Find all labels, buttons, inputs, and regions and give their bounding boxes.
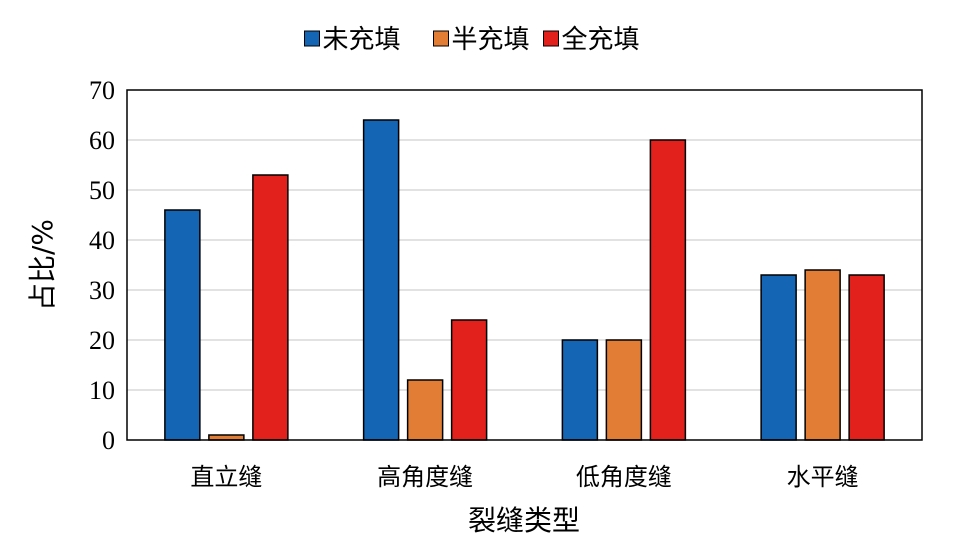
bar-4-1 (760, 274, 797, 441)
legend-swatch (433, 30, 449, 47)
y-tick-label: 20 (89, 326, 115, 355)
y-tick-label: 70 (89, 76, 115, 105)
y-tick-label: 30 (89, 276, 115, 305)
plot-area-frame (126, 89, 923, 441)
legend-label: 未充填 (323, 25, 401, 55)
y-axis-ticks: 0 10 20 30 40 50 60 70 (89, 76, 115, 455)
gridlines (127, 139, 922, 391)
bar-4-3 (848, 274, 885, 441)
legend-swatch (543, 30, 559, 47)
x-category-label: 高角度缝 (377, 463, 473, 491)
legend-label: 全充填 (562, 25, 640, 55)
bar-3-1 (561, 339, 599, 441)
x-category-label: 水平缝 (787, 463, 859, 491)
bar-2-3 (450, 319, 488, 441)
y-tick-label: 40 (89, 226, 115, 255)
x-axis-categories: 直立缝 高角度缝 低角度缝 水平缝 (190, 463, 858, 491)
bar-3-2 (605, 339, 643, 441)
legend-swatch (304, 30, 320, 47)
y-tick-label: 0 (102, 426, 115, 455)
bar-1-3 (252, 174, 289, 441)
bar-3-3 (649, 139, 687, 441)
x-category-label: 低角度缝 (576, 463, 672, 491)
bar-2-2 (406, 379, 444, 441)
bars (164, 119, 885, 441)
legend: 未充填 半充填 全充填 (304, 25, 640, 55)
bar-4-2 (804, 269, 841, 441)
y-tick-label: 10 (89, 376, 115, 405)
y-axis-title: 占比/% (26, 219, 59, 311)
y-tick-label: 60 (89, 126, 115, 155)
bar-2-1 (362, 119, 400, 441)
x-category-label: 直立缝 (190, 463, 262, 491)
x-axis-title: 裂缝类型 (468, 504, 580, 537)
bar-1-1 (164, 209, 201, 441)
legend-label: 半充填 (452, 25, 530, 55)
y-tick-label: 50 (89, 176, 115, 205)
